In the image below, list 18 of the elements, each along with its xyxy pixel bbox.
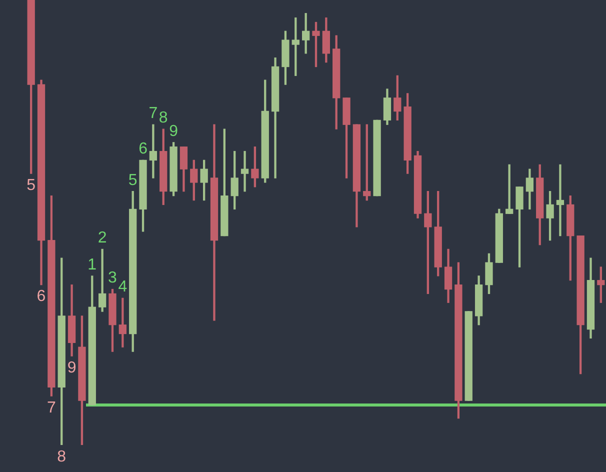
annotation: 6	[36, 288, 46, 306]
annotation: 3	[108, 270, 118, 287]
annotation: 5	[128, 172, 138, 189]
candlestick	[149, 124, 158, 178]
candlestick	[556, 164, 564, 236]
annotation: 7	[148, 105, 158, 122]
annotation: 7	[46, 399, 56, 416]
annotation: 8	[158, 109, 168, 126]
annotation: 5	[26, 176, 36, 194]
annotation: 1	[88, 256, 97, 274]
annotation: 2	[98, 230, 107, 247]
annotation: 9	[169, 122, 178, 140]
candlestick	[98, 248, 106, 312]
annotation: 4	[118, 278, 128, 296]
annotation: 6	[138, 140, 148, 158]
candlestick	[240, 150, 249, 192]
text: 8	[57, 448, 66, 466]
annotation: 9	[67, 359, 76, 376]
